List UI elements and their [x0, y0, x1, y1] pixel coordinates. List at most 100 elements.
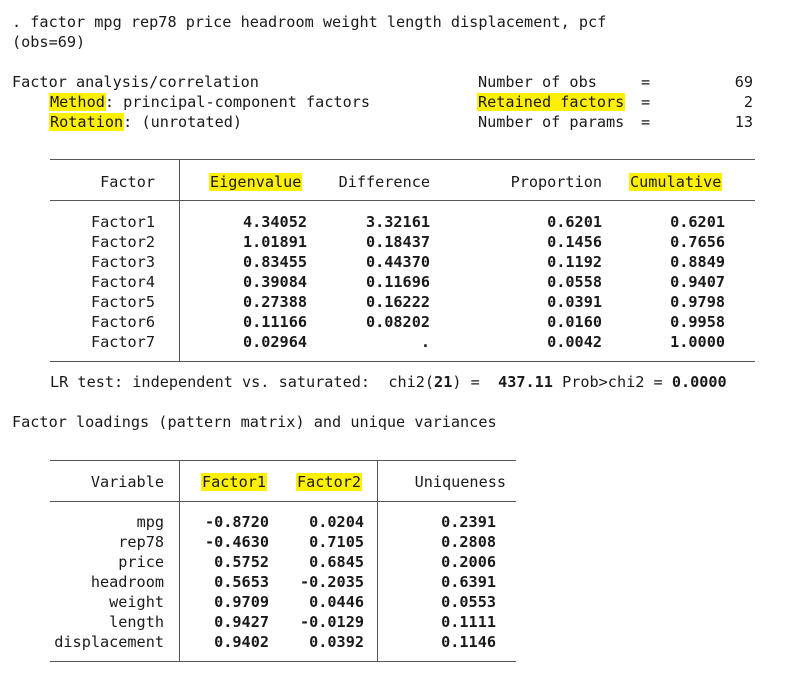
eigen-cell-cumulative: 0.8849 — [670, 253, 725, 271]
eigen-cell-cumulative: 1.0000 — [670, 333, 725, 351]
eigen-header-eigenvalue: Eigenvalue — [209, 173, 303, 191]
load-top-rule — [50, 460, 516, 461]
eigen-cell-cumulative: 0.9407 — [670, 273, 725, 291]
loading-cell-variable: headroom — [90, 573, 164, 591]
loading-cell-uniqueness: 0.0553 — [441, 593, 496, 611]
loading-cell-factor2: 0.0446 — [309, 593, 364, 611]
eq-2: = — [641, 93, 651, 111]
loading-cell-variable: displacement — [54, 633, 164, 651]
eigen-cell-proportion: 0.0042 — [547, 333, 602, 351]
eigen-cell-factor: Factor5 — [90, 293, 155, 311]
loading-cell-factor1: -0.8720 — [204, 513, 269, 531]
method-value: : principal-component factors — [104, 93, 371, 111]
eigen-cell-factor: Factor2 — [90, 233, 155, 251]
eigen-vrule — [179, 159, 180, 361]
eigen-cell-proportion: 0.6201 — [547, 213, 602, 231]
eigen-bottom-rule — [50, 361, 755, 362]
eigen-cell-eigenvalue: 0.83455 — [242, 253, 307, 271]
loading-cell-factor2: 0.7105 — [309, 533, 364, 551]
analysis-title: Factor analysis/correlation — [12, 73, 259, 91]
load-header-factor2: Factor2 — [296, 473, 363, 491]
method-label: Method — [49, 93, 106, 111]
loading-cell-uniqueness: 0.1146 — [441, 633, 496, 651]
loadings-title: Factor loadings (pattern matrix) and uni… — [12, 413, 497, 431]
loading-cell-variable: length — [109, 613, 164, 631]
eigen-cell-factor: Factor7 — [90, 333, 155, 351]
nobs-label: Number of obs — [478, 73, 597, 91]
eigen-cell-difference: 3.32161 — [365, 213, 430, 231]
load-header-variable: Variable — [90, 473, 164, 491]
eigen-cell-difference: . — [420, 333, 430, 351]
load-header-uniqueness: Uniqueness — [414, 473, 506, 491]
load-bottom-rule — [50, 661, 516, 662]
rotation-label: Rotation — [49, 113, 125, 131]
eigen-cell-difference: 0.08202 — [365, 313, 430, 331]
eigen-cell-cumulative: 0.9798 — [670, 293, 725, 311]
eigen-cell-factor: Factor3 — [90, 253, 155, 271]
load-vrule-2 — [377, 460, 378, 661]
loading-cell-factor1: 0.5752 — [214, 553, 269, 571]
command-line: . factor mpg rep78 price headroom weight… — [12, 13, 607, 31]
rotation-value: : (unrotated) — [123, 113, 243, 131]
loading-cell-factor1: 0.9709 — [214, 593, 269, 611]
eigen-cell-eigenvalue: 0.39084 — [242, 273, 307, 291]
eigen-cell-cumulative: 0.7656 — [670, 233, 725, 251]
eigen-cell-factor: Factor4 — [90, 273, 155, 291]
eigen-cell-difference: 0.18437 — [365, 233, 430, 251]
eigen-cell-factor: Factor1 — [90, 213, 155, 231]
eigen-top-rule — [50, 159, 755, 160]
eigen-cell-cumulative: 0.9958 — [670, 313, 725, 331]
eigen-cell-eigenvalue: 0.11166 — [242, 313, 307, 331]
loading-cell-variable: mpg — [136, 513, 164, 531]
eigen-header-factor: Factor — [100, 173, 155, 191]
load-head-rule — [50, 501, 516, 502]
eigen-cell-proportion: 0.1192 — [547, 253, 602, 271]
eigen-cell-eigenvalue: 4.34052 — [242, 213, 307, 231]
loading-cell-uniqueness: 0.2808 — [441, 533, 496, 551]
nparams-label: Number of params — [478, 113, 625, 131]
method-line: Method: principal-component factors — [49, 92, 371, 112]
eq-1: = — [641, 73, 651, 91]
loading-cell-factor2: 0.0392 — [309, 633, 364, 651]
loading-cell-uniqueness: 0.2391 — [441, 513, 496, 531]
loading-cell-factor1: 0.5653 — [214, 573, 269, 591]
loading-cell-factor2: -0.2035 — [299, 573, 364, 591]
nparams-value: 13 — [734, 113, 753, 131]
eigen-head-rule — [50, 200, 755, 201]
loading-cell-uniqueness: 0.2006 — [441, 553, 496, 571]
obs-count: (obs=69) — [12, 33, 86, 51]
nobs-value: 69 — [734, 73, 753, 91]
eigen-cell-eigenvalue: 0.27388 — [242, 293, 307, 311]
eigen-cell-cumulative: 0.6201 — [670, 213, 725, 231]
lr-test: LR test: independent vs. saturated: chi2… — [50, 373, 727, 391]
eigen-cell-factor: Factor6 — [90, 313, 155, 331]
loading-cell-factor1: -0.4630 — [204, 533, 269, 551]
eq-3: = — [641, 113, 651, 131]
load-vrule-1 — [179, 460, 180, 661]
eigen-cell-difference: 0.44370 — [365, 253, 430, 271]
loading-cell-variable: rep78 — [118, 533, 164, 551]
loading-cell-factor1: 0.9427 — [214, 613, 269, 631]
eigen-header-difference: Difference — [338, 173, 430, 191]
loading-cell-uniqueness: 0.1111 — [441, 613, 496, 631]
eigen-cell-proportion: 0.1456 — [547, 233, 602, 251]
loading-cell-factor2: -0.0129 — [299, 613, 364, 631]
load-header-factor1: Factor1 — [201, 473, 268, 491]
eigen-cell-difference: 0.11696 — [365, 273, 430, 291]
eigen-cell-proportion: 0.0558 — [547, 273, 602, 291]
eigen-cell-proportion: 0.0391 — [547, 293, 602, 311]
loading-cell-factor2: 0.6845 — [309, 553, 364, 571]
loading-cell-variable: weight — [109, 593, 164, 611]
loading-cell-uniqueness: 0.6391 — [441, 573, 496, 591]
eigen-header-cumulative: Cumulative — [629, 173, 723, 191]
eigen-header-proportion: Proportion — [510, 173, 602, 191]
loading-cell-factor2: 0.0204 — [309, 513, 364, 531]
eigen-cell-eigenvalue: 1.01891 — [242, 233, 307, 251]
loading-cell-factor1: 0.9402 — [214, 633, 269, 651]
loading-cell-variable: price — [118, 553, 164, 571]
retained-value: 2 — [743, 93, 753, 111]
eigen-cell-eigenvalue: 0.02964 — [242, 333, 307, 351]
retained-label: Retained factors — [477, 93, 626, 111]
rotation-line: Rotation: (unrotated) — [49, 112, 243, 132]
eigen-cell-difference: 0.16222 — [365, 293, 430, 311]
